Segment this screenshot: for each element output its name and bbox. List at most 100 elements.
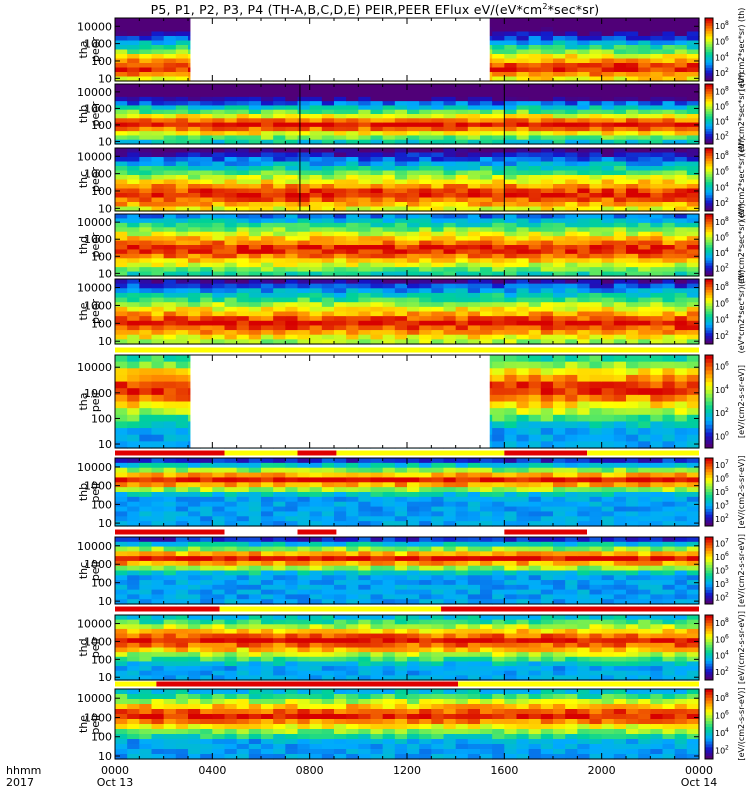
colorbar-swatch (705, 36, 713, 40)
heatmap-cell (528, 40, 542, 46)
heatmap-cell (504, 218, 518, 224)
heatmap-cell (127, 288, 140, 294)
heatmap-cell (431, 88, 445, 94)
colorbar-swatch (705, 382, 713, 387)
heatmap-cell (248, 283, 262, 289)
heatmap-cell (163, 253, 177, 259)
heatmap-cell (674, 58, 688, 64)
heatmap-cell (650, 122, 664, 128)
heatmap-cell (540, 18, 554, 24)
heatmap-cell (334, 292, 347, 299)
heatmap-cell (127, 249, 140, 255)
heatmap-cell (480, 311, 493, 317)
heatmap-cell (480, 193, 493, 199)
heatmap-cell (455, 161, 469, 167)
heatmap-cell (528, 279, 542, 285)
heatmap-cell (455, 271, 469, 277)
heatmap-cell (139, 441, 153, 449)
heatmap-cell (504, 297, 518, 303)
heatmap-cell (346, 334, 359, 340)
heatmap-cell (662, 118, 676, 124)
colorbar-frame (704, 354, 714, 449)
heatmap-cell (492, 218, 505, 224)
heatmap-cell (650, 253, 664, 259)
heatmap-cell (626, 49, 639, 55)
heatmap-cell (407, 126, 420, 132)
heatmap-cell (358, 114, 372, 119)
heatmap-cell (358, 462, 372, 469)
heatmap-cell (589, 135, 603, 141)
heatmap-cell (175, 109, 189, 115)
heatmap-cell (492, 394, 505, 403)
heatmap-cell (115, 184, 128, 190)
colorbar-tick-label: 10 (715, 316, 725, 325)
heatmap-cell (601, 441, 615, 449)
heatmap-cell (394, 88, 408, 94)
heatmap-cell (127, 401, 140, 409)
heatmap-cell (601, 135, 615, 141)
heatmap-cell (613, 421, 627, 429)
heatmap-cell (285, 214, 299, 220)
heatmap-cell (492, 170, 505, 176)
heatmap-cell (650, 279, 664, 285)
heatmap-cell (650, 206, 664, 212)
heatmap-cell (638, 27, 651, 33)
heatmap-cell (589, 325, 603, 331)
heatmap-cell (638, 40, 651, 46)
heatmap-cell (455, 249, 469, 255)
heatmap-cell (516, 152, 530, 158)
colorbar-frame (704, 147, 714, 212)
heatmap-cell (309, 306, 323, 313)
heatmap-cell (407, 501, 420, 508)
heatmap-cell (127, 462, 140, 469)
heatmap-cell (236, 245, 250, 251)
heatmap-cell (577, 206, 591, 212)
heatmap-cell (139, 262, 153, 268)
heatmap-cell (309, 262, 323, 268)
heatmap-cell (127, 63, 140, 69)
heatmap-cell (236, 135, 250, 141)
heatmap-cell (115, 283, 128, 289)
heatmap-cell (224, 206, 238, 212)
heatmap-cell (212, 245, 226, 251)
heatmap-cell (273, 193, 286, 199)
heatmap-cell (321, 302, 335, 308)
heatmap-cell (407, 279, 420, 285)
heatmap-cell (297, 302, 311, 308)
heatmap-cell (601, 339, 615, 345)
heatmap-cell (188, 271, 201, 277)
heatmap-cell (285, 240, 299, 246)
heatmap-cell (407, 193, 420, 199)
heatmap-cell (139, 487, 153, 493)
heatmap-cell (297, 218, 311, 224)
heatmap-cell (638, 72, 651, 78)
heatmap-cell (662, 302, 676, 308)
heatmap-cell (261, 306, 274, 313)
heatmap-cell (370, 292, 384, 299)
heatmap-cell (334, 206, 347, 212)
colorbar-swatch (705, 420, 713, 426)
heatmap-cell (334, 88, 347, 94)
heatmap-cell (686, 197, 700, 203)
colorbar-swatch (705, 106, 713, 110)
heatmap-cell (394, 188, 408, 194)
heatmap-cell (516, 18, 530, 24)
heatmap-cell (139, 188, 153, 194)
heatmap-cell (261, 320, 274, 327)
heatmap-cell (577, 170, 591, 176)
heatmap-cell (334, 262, 347, 268)
heatmap-cell (638, 421, 651, 429)
heatmap-cell (492, 135, 505, 141)
heatmap-cell (516, 214, 530, 220)
heatmap-cell (553, 214, 566, 220)
heatmap-cell (248, 126, 262, 132)
heatmap-cell (565, 179, 578, 185)
y-tick-label: 100 (91, 55, 112, 68)
heatmap-cell (297, 188, 311, 194)
heatmap-cell (553, 302, 566, 308)
heatmap-cell (516, 434, 530, 442)
heatmap-cell (662, 231, 676, 237)
heatmap-cell (334, 197, 347, 203)
heatmap-cell (589, 96, 603, 102)
heatmap-cell (516, 58, 530, 64)
